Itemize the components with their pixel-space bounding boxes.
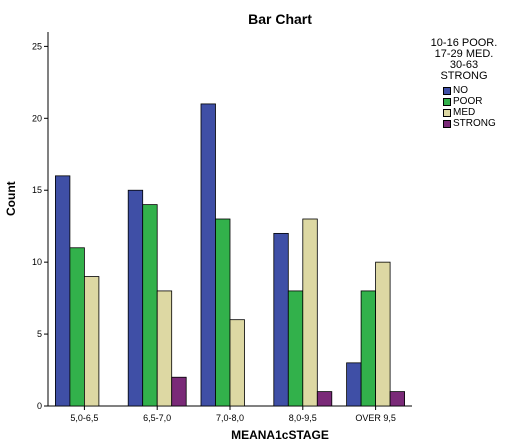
bar-poor-4 (360, 290, 377, 407)
y-tick-label: 5 (37, 329, 42, 339)
legend-swatch-strong (443, 119, 451, 128)
bar-no-2 (200, 103, 216, 407)
bar-no-3 (273, 232, 289, 407)
bar-strong-3 (316, 391, 333, 407)
legend-title-line: 17-29 MED. (434, 48, 494, 60)
legend-title-line: 10-16 POOR. (430, 37, 498, 49)
legend-title-line: 30-63 (449, 59, 479, 71)
x-tick-label: OVER 9,5 (355, 413, 396, 423)
legend-title: 10-16 POOR. 17-29 MED. 30-63 STRONG (426, 38, 502, 82)
legend-item-poor: POOR (443, 96, 502, 107)
legend-item-no: NO (443, 85, 502, 96)
x-tick-label: 8,0-9,5 (289, 413, 317, 423)
bar-series-group (55, 103, 406, 407)
y-tick-label: 25 (32, 41, 42, 51)
legend-swatch-med (443, 108, 451, 117)
legend-swatch-poor (443, 97, 451, 106)
bar-poor-3 (287, 290, 304, 407)
bar-poor-0 (69, 247, 85, 407)
bar-med-0 (84, 276, 100, 407)
legend-label-med: MED (453, 107, 476, 118)
x-tick-label: 5,0-6,5 (70, 413, 98, 423)
bar-strong-1 (171, 376, 187, 407)
legend-item-strong: STRONG (443, 118, 502, 129)
bar-med-4 (375, 261, 391, 407)
bar-no-4 (346, 362, 362, 407)
y-axis-label: Count (4, 181, 18, 216)
y-tick-label: 20 (32, 113, 42, 123)
bar-med-1 (156, 290, 173, 407)
y-tick-label: 10 (32, 257, 42, 267)
y-ticks: 0 5 10 15 20 25 (32, 41, 48, 411)
chart-title: Bar Chart (248, 11, 312, 27)
bar-poor-1 (142, 204, 158, 407)
x-axis-label: MEANA1cSTAGE (231, 428, 329, 442)
legend-label-no: NO (453, 85, 468, 96)
x-tick-label: 6,5-7,0 (143, 413, 171, 423)
x-ticks: 5,0-6,5 6,5-7,0 7,0-8,0 8,0-9,5 OVER 9,5 (70, 406, 396, 423)
legend-label-strong: STRONG (453, 118, 496, 129)
y-tick-label: 15 (32, 185, 42, 195)
legend: 10-16 POOR. 17-29 MED. 30-63 STRONG NO P… (426, 38, 502, 130)
legend-title-line: STRONG (440, 70, 488, 82)
legend-swatch-no (443, 86, 451, 95)
bar-strong-4 (389, 391, 406, 407)
bar-no-0 (55, 175, 71, 407)
bar-poor-2 (215, 218, 231, 407)
bar-no-1 (127, 189, 144, 407)
y-tick-label: 0 (37, 401, 42, 411)
bar-med-2 (229, 319, 245, 407)
bar-med-3 (302, 218, 318, 407)
legend-label-poor: POOR (453, 96, 483, 107)
legend-item-med: MED (443, 107, 502, 118)
x-tick-label: 7,0-8,0 (216, 413, 244, 423)
